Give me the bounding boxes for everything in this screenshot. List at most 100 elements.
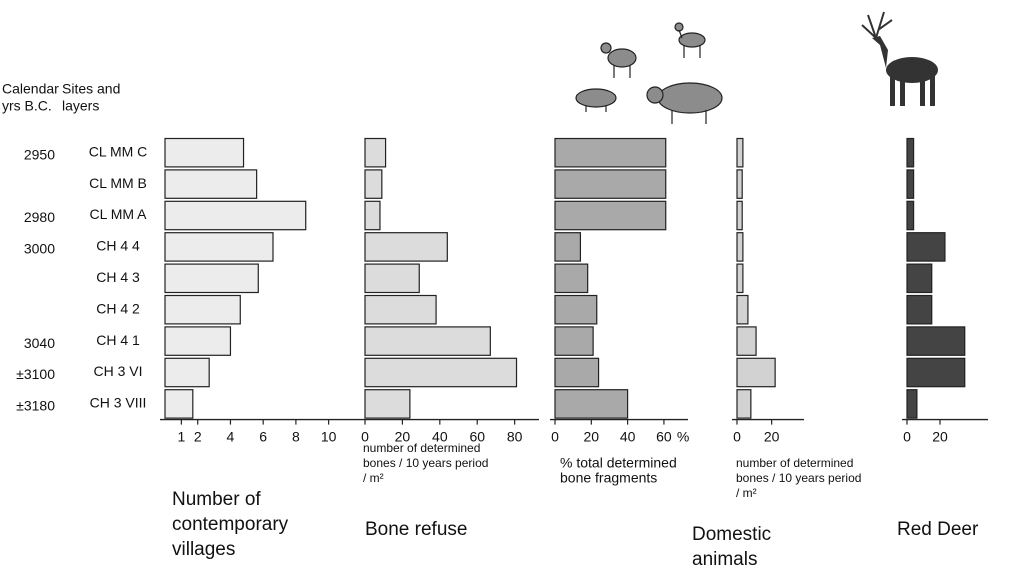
bar: [554, 294, 598, 325]
x-tick-label: 2: [194, 428, 202, 444]
bar: [906, 357, 966, 388]
x-tick-label: 40: [620, 428, 636, 444]
bar: [364, 200, 381, 231]
panel-title: Number of: [172, 489, 261, 510]
x-tick-label: 4: [227, 428, 235, 444]
bar: [164, 389, 194, 419]
bar: [164, 232, 274, 262]
bar: [554, 263, 589, 294]
bar: [906, 263, 933, 294]
bar: [906, 200, 915, 231]
bar: [364, 389, 411, 419]
bar: [164, 357, 210, 388]
panel-title: Red Deer: [897, 519, 979, 540]
bar: [554, 169, 667, 199]
bar: [364, 232, 448, 262]
x-tick-label: 20: [764, 428, 780, 444]
x-tick-label: 0: [903, 428, 911, 444]
x-tick-label: 0: [361, 428, 369, 444]
year-label: ±3180: [16, 398, 55, 414]
year-label: 3000: [24, 241, 55, 257]
bar: [736, 263, 744, 294]
bar: [736, 169, 743, 199]
x-unit: %: [677, 428, 689, 444]
sites-header: layers: [62, 98, 99, 114]
bar: [906, 294, 933, 325]
panel-title: villages: [172, 539, 235, 560]
bar: [364, 137, 387, 168]
years-header: Calendar: [2, 81, 59, 97]
bar: [736, 389, 752, 419]
bar: [554, 232, 582, 262]
bar: [906, 326, 966, 356]
bar: [736, 137, 744, 168]
bar: [906, 169, 915, 199]
site-label: CH 4 3: [96, 269, 140, 285]
site-label: CH 3 VI: [93, 363, 142, 379]
x-tick-label: 40: [432, 428, 448, 444]
x-tick-label: 80: [507, 428, 523, 444]
bar: [164, 137, 245, 168]
bar: [364, 357, 518, 388]
bar: [736, 232, 744, 262]
sites-header: Sites and: [62, 81, 120, 97]
x-tick-label: 10: [321, 428, 337, 444]
bar: [736, 200, 743, 231]
x-tick-label: 0: [551, 428, 559, 444]
panel-title: contemporary: [172, 514, 289, 535]
x-tick-label: 1: [177, 428, 185, 444]
site-label: CH 4 4: [96, 238, 140, 254]
x-tick-label: 60: [656, 428, 672, 444]
site-label: CL MM C: [89, 143, 148, 159]
year-label: 2980: [24, 209, 55, 225]
bar: [736, 357, 776, 388]
bar: [364, 326, 491, 356]
year-label: ±3100: [16, 366, 55, 382]
x-axis-label: / m²: [363, 471, 384, 485]
deer-icon: [861, 11, 938, 106]
x-axis-label: % total determined: [560, 455, 677, 471]
bar: [736, 294, 749, 325]
panel-title: Domestic: [692, 524, 771, 545]
bar: [164, 200, 307, 231]
x-axis-label: bones / 10 years period: [736, 471, 861, 485]
panel-title: Bone refuse: [365, 519, 467, 540]
bar: [164, 294, 241, 325]
x-axis-label: bones / 10 years period: [363, 456, 488, 470]
bar: [164, 326, 232, 356]
x-axis-label: number of determined: [363, 441, 480, 455]
x-tick-label: 60: [469, 428, 485, 444]
x-tick-label: 20: [395, 428, 411, 444]
bar: [554, 326, 594, 356]
site-label: CH 4 2: [96, 300, 140, 316]
panel-title: animals: [692, 549, 757, 570]
bar: [554, 200, 667, 231]
site-label: CH 4 1: [96, 332, 140, 348]
years-header: yrs B.C.: [2, 98, 52, 114]
x-axis-label: bone fragments: [560, 470, 657, 486]
x-tick-label: 0: [733, 428, 741, 444]
x-tick-label: 20: [584, 428, 600, 444]
bar: [554, 357, 600, 388]
site-label: CH 3 VIII: [90, 395, 147, 411]
x-axis-label: / m²: [736, 486, 757, 500]
bar: [164, 169, 258, 199]
bar: [906, 389, 918, 419]
x-tick-label: 8: [292, 428, 300, 444]
bar: [554, 137, 667, 168]
animal-icons: [575, 22, 723, 124]
year-label: 2950: [24, 146, 55, 162]
bar: [164, 263, 259, 294]
x-tick-label: 6: [259, 428, 267, 444]
site-label: CL MM A: [89, 206, 147, 222]
bar: [554, 389, 629, 419]
x-tick-label: 20: [932, 428, 948, 444]
x-axis-label: number of determined: [736, 456, 853, 470]
year-label: 3040: [24, 335, 55, 351]
bar: [364, 294, 437, 325]
bar: [906, 232, 946, 262]
site-label: CL MM B: [89, 175, 147, 191]
bar: [364, 169, 383, 199]
bar: [906, 137, 915, 168]
